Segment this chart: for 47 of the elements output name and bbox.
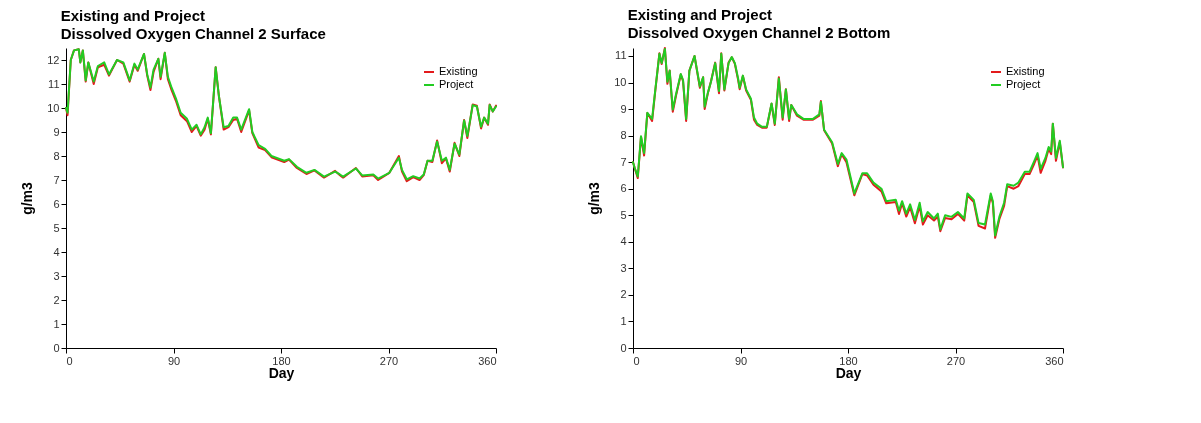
y-tick-label: 9 <box>620 102 627 115</box>
y-tick-label: 8 <box>620 129 627 142</box>
x-tick-label: 360 <box>1045 354 1064 367</box>
y-tick-label: 4 <box>620 235 627 248</box>
y-tick-label: 7 <box>53 173 60 186</box>
x-tick-label: 0 <box>633 354 640 367</box>
y-tick-label: 4 <box>53 245 60 258</box>
y-tick-label: 2 <box>620 288 627 301</box>
x-tick-label: 270 <box>379 354 399 367</box>
y-tick-label: 10 <box>47 101 60 114</box>
x-axis-title: Day <box>835 364 862 381</box>
y-tick-label: 6 <box>620 182 627 195</box>
chart-subtitle: Dissolved Oxygen Channel 2 Surface <box>60 25 326 42</box>
x-tick-label: 360 <box>478 354 497 367</box>
legend-label: Project <box>1006 78 1041 90</box>
y-tick-label: 8 <box>53 149 60 162</box>
y-tick-label: 5 <box>620 208 627 221</box>
y-tick-label: 6 <box>53 197 60 210</box>
chart-subtitle: Dissolved Oxygen Channel 2 Bottom <box>627 24 891 41</box>
y-tick-label: 10 <box>614 76 627 89</box>
x-tick-label: 90 <box>167 354 181 367</box>
y-tick-label: 3 <box>53 269 60 282</box>
chart-title: Existing and Project <box>627 6 772 23</box>
y-axis-title: g/m3 <box>19 181 36 215</box>
y-tick-label: 11 <box>615 49 627 62</box>
chart-title: Existing and Project <box>60 7 205 24</box>
y-tick-label: 0 <box>53 341 60 354</box>
x-tick-label: 180 <box>839 354 858 367</box>
x-tick-label: 90 <box>734 354 748 367</box>
y-tick-label: 12 <box>47 53 60 66</box>
legend-label: Project <box>439 78 474 90</box>
y-tick-label: 2 <box>53 293 60 306</box>
y-tick-label: 1 <box>53 317 60 330</box>
legend-label: Existing <box>439 65 478 77</box>
y-tick-label: 11 <box>48 77 60 90</box>
x-tick-label: 0 <box>66 354 73 367</box>
legend-label: Existing <box>1006 65 1045 77</box>
y-tick-label: 7 <box>620 155 627 168</box>
y-tick-label: 5 <box>53 221 60 234</box>
x-tick-label: 270 <box>946 354 966 367</box>
x-tick-label: 180 <box>272 354 291 367</box>
x-axis-title: Day <box>268 364 295 381</box>
y-tick-label: 0 <box>620 341 627 354</box>
y-axis-title: g/m3 <box>586 181 603 215</box>
y-tick-label: 3 <box>620 261 627 274</box>
y-tick-label: 9 <box>53 125 60 138</box>
y-tick-label: 1 <box>620 314 627 327</box>
